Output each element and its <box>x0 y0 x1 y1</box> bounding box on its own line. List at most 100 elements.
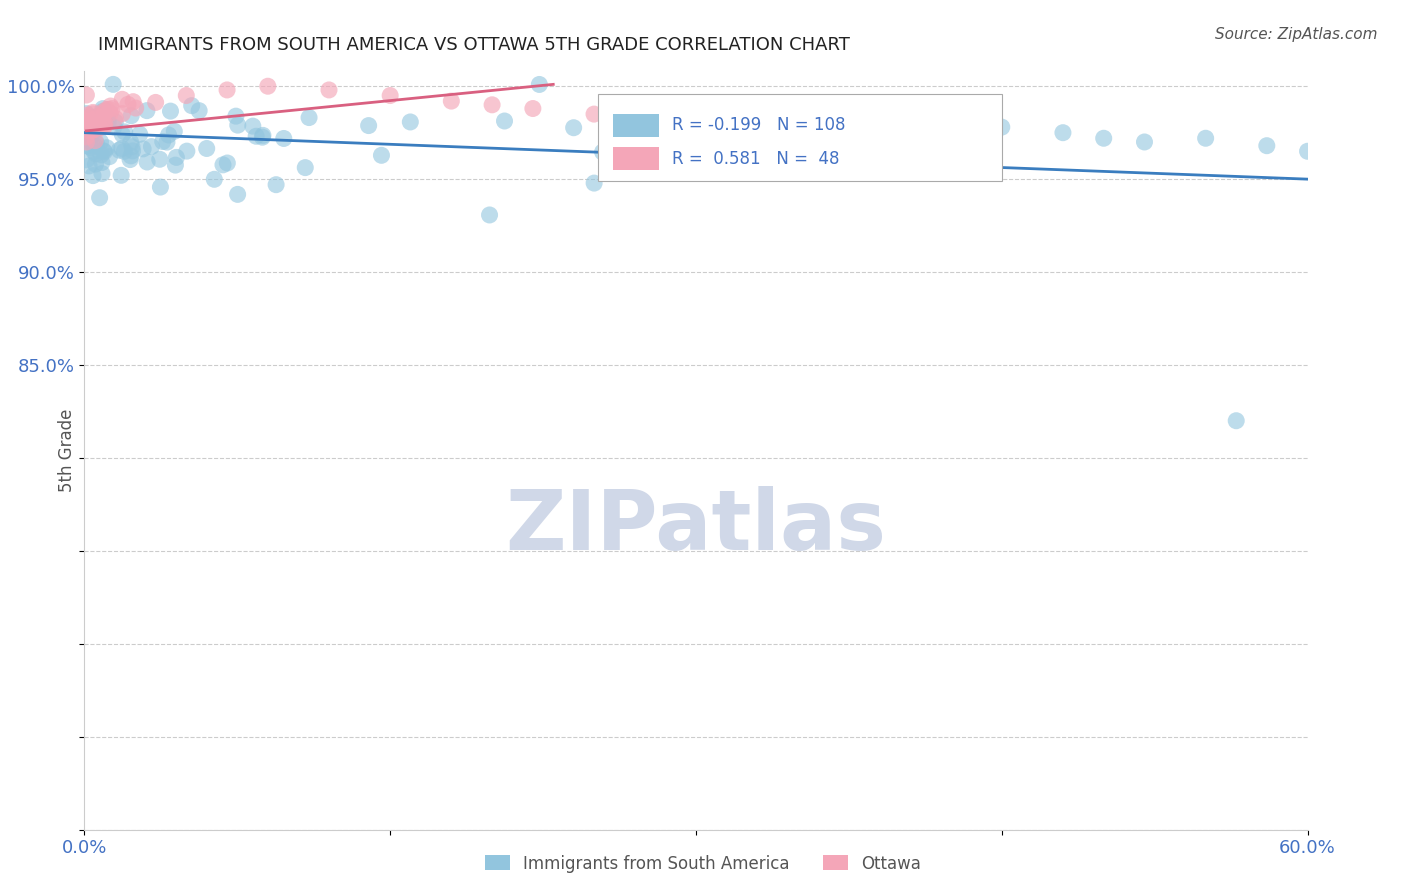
Immigrants from South America <box>132 142 155 156</box>
Immigrants from South America <box>91 167 114 181</box>
Text: ZIPatlas: ZIPatlas <box>506 486 886 566</box>
Ottawa <box>125 101 148 115</box>
Immigrants from South America <box>111 128 134 142</box>
Immigrants from South America <box>103 120 125 134</box>
Ottawa <box>89 120 111 135</box>
Immigrants from South America <box>128 128 150 142</box>
Ottawa <box>76 118 98 132</box>
Ottawa <box>98 103 121 117</box>
Immigrants from South America <box>1256 138 1278 153</box>
Immigrants from South America <box>165 158 187 172</box>
Immigrants from South America <box>682 152 704 166</box>
Ottawa <box>481 97 503 112</box>
Legend: Immigrants from South America, Ottawa: Immigrants from South America, Ottawa <box>478 848 928 880</box>
Ottawa <box>104 112 127 126</box>
Immigrants from South America <box>82 128 104 142</box>
Immigrants from South America <box>120 149 142 163</box>
Text: R = -0.199   N = 108: R = -0.199 N = 108 <box>672 116 845 134</box>
Immigrants from South America <box>217 156 239 170</box>
Ottawa <box>318 83 340 97</box>
Ottawa <box>93 118 115 132</box>
Immigrants from South America <box>104 115 127 129</box>
Ottawa <box>91 112 114 127</box>
Immigrants from South America <box>242 119 264 133</box>
Immigrants from South America <box>82 169 104 183</box>
Immigrants from South America <box>84 118 107 132</box>
Immigrants from South America <box>141 139 163 153</box>
Ottawa <box>79 117 101 131</box>
Immigrants from South America <box>83 138 105 153</box>
Immigrants from South America <box>77 159 100 173</box>
Immigrants from South America <box>529 78 551 92</box>
Immigrants from South America <box>93 145 115 159</box>
Immigrants from South America <box>135 103 157 118</box>
Immigrants from South America <box>929 145 952 159</box>
Ottawa <box>86 112 108 126</box>
Immigrants from South America <box>114 125 136 139</box>
Ottawa <box>77 111 100 125</box>
Immigrants from South America <box>991 120 1014 135</box>
Immigrants from South America <box>195 141 218 155</box>
Ottawa <box>380 88 402 103</box>
Ottawa <box>522 102 544 116</box>
Immigrants from South America <box>562 120 585 135</box>
Immigrants from South America <box>80 141 103 155</box>
Immigrants from South America <box>176 144 198 158</box>
Immigrants from South America <box>103 78 125 92</box>
Immigrants from South America <box>75 106 97 120</box>
Immigrants from South America <box>89 135 111 149</box>
Ottawa <box>77 124 100 138</box>
Immigrants from South America <box>370 148 392 162</box>
Immigrants from South America <box>108 143 131 157</box>
Immigrants from South America <box>165 150 187 164</box>
Immigrants from South America <box>76 124 98 138</box>
Immigrants from South America <box>1133 135 1156 149</box>
Immigrants from South America <box>163 124 186 138</box>
Immigrants from South America <box>76 119 98 133</box>
Immigrants from South America <box>120 136 142 150</box>
Ottawa <box>93 120 115 134</box>
Immigrants from South America <box>583 176 606 190</box>
Immigrants from South America <box>264 178 287 192</box>
Immigrants from South America <box>478 208 501 222</box>
Ottawa <box>75 88 97 103</box>
Text: IMMIGRANTS FROM SOUTH AMERICA VS OTTAWA 5TH GRADE CORRELATION CHART: IMMIGRANTS FROM SOUTH AMERICA VS OTTAWA … <box>98 36 851 54</box>
Immigrants from South America <box>357 119 380 133</box>
Text: R =  0.581   N =  48: R = 0.581 N = 48 <box>672 150 839 168</box>
Immigrants from South America <box>159 104 181 119</box>
Immigrants from South America <box>77 118 100 132</box>
Ottawa <box>82 107 104 121</box>
Immigrants from South America <box>90 148 112 162</box>
FancyBboxPatch shape <box>613 147 659 170</box>
Immigrants from South America <box>75 153 97 167</box>
Immigrants from South America <box>90 155 112 169</box>
Ottawa <box>440 94 463 108</box>
Ottawa <box>96 103 118 117</box>
Immigrants from South America <box>80 136 103 151</box>
Ottawa <box>94 105 117 120</box>
Ottawa <box>75 130 97 145</box>
Immigrants from South America <box>294 161 316 175</box>
FancyBboxPatch shape <box>598 95 1002 181</box>
Immigrants from South America <box>91 104 114 119</box>
Y-axis label: 5th Grade: 5th Grade <box>58 409 76 492</box>
Immigrants from South America <box>83 113 105 128</box>
Ottawa <box>101 102 124 116</box>
Immigrants from South America <box>149 153 172 167</box>
Ottawa <box>174 88 197 103</box>
Immigrants from South America <box>1052 126 1074 140</box>
Ottawa <box>117 97 139 112</box>
Immigrants from South America <box>84 147 107 161</box>
Ottawa <box>257 79 280 94</box>
Ottawa <box>94 117 117 131</box>
Ottawa <box>93 104 115 119</box>
Ottawa <box>75 135 97 149</box>
Immigrants from South America <box>149 180 172 194</box>
Immigrants from South America <box>82 111 104 125</box>
Ottawa <box>84 134 107 148</box>
Immigrants from South America <box>79 131 101 145</box>
Immigrants from South America <box>111 141 134 155</box>
Immigrants from South America <box>91 102 114 116</box>
Ottawa <box>82 123 104 137</box>
Immigrants from South America <box>84 157 107 171</box>
